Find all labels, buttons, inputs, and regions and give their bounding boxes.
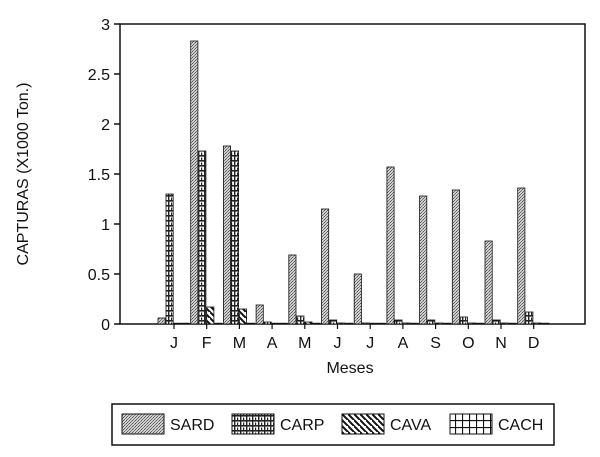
legend-label-sard: SARD	[170, 417, 214, 434]
x-tick-label: M	[298, 335, 311, 352]
y-tick-label: 2	[101, 117, 110, 134]
bar-sard	[190, 40, 199, 325]
bar-cava	[337, 322, 346, 325]
bar-cach	[475, 322, 484, 325]
bar-cach	[443, 322, 452, 325]
bar-cach	[541, 322, 550, 325]
bar-cava	[271, 322, 280, 325]
bar-carp	[459, 316, 468, 325]
bar-sard	[353, 273, 362, 325]
plot-area-frame	[119, 23, 586, 325]
bar-cava	[402, 322, 411, 325]
bar-sard	[451, 189, 460, 325]
y-tick-label: 0.5	[88, 267, 110, 284]
bar-cach	[279, 322, 288, 325]
x-tick-label: A	[398, 335, 409, 352]
legend-label-cava: CAVA	[390, 417, 432, 434]
bar-carp	[329, 319, 338, 325]
x-tick-label: M	[233, 335, 246, 352]
x-tick-label: N	[495, 335, 507, 352]
y-tick-label: 2.5	[88, 67, 110, 84]
bar-carp	[492, 319, 501, 325]
bar-carp	[296, 315, 305, 325]
y-axis-title: CAPTURAS (X1000 Ton.)	[15, 83, 32, 266]
bar-cach	[181, 322, 190, 325]
bar-sard	[484, 240, 493, 325]
bar-sard	[288, 254, 297, 325]
bar-cava	[304, 321, 313, 325]
legend-label-cach: CACH	[498, 417, 543, 434]
x-tick-label: A	[267, 335, 278, 352]
bar-cava	[238, 308, 247, 325]
bar-cava	[500, 322, 509, 325]
bar-sard	[321, 208, 330, 325]
bar-cava	[435, 322, 444, 325]
bar-carp	[263, 321, 272, 325]
bar-sard	[386, 166, 395, 325]
bar-cava	[369, 322, 378, 325]
x-tick-label: J	[170, 335, 178, 352]
bar-carp	[165, 193, 174, 325]
bar-cach	[377, 322, 386, 325]
bar-cach	[345, 322, 354, 325]
bar-sard	[222, 145, 231, 325]
bar-sard	[157, 317, 166, 325]
bar-carp	[230, 150, 239, 325]
x-tick-label: J	[334, 335, 342, 352]
bar-carp	[361, 322, 370, 325]
x-tick-label: F	[202, 335, 212, 352]
x-tick-label: S	[430, 335, 441, 352]
legend: SARD CARP CAVA CACH	[111, 403, 555, 446]
y-tick-label: 1	[101, 217, 110, 234]
y-tick-label: 3	[101, 17, 110, 34]
bar-carp	[427, 319, 436, 325]
bar-carp	[394, 319, 403, 325]
legend-swatch-carp	[231, 413, 275, 435]
bar-sard	[419, 195, 428, 325]
bar-carp	[198, 150, 207, 325]
x-tick-label: J	[366, 335, 374, 352]
bar-cava	[173, 322, 182, 325]
bar-cava	[467, 322, 476, 325]
x-tick-label: O	[462, 335, 474, 352]
bar-cava	[206, 306, 215, 325]
y-tick-label: 0	[101, 317, 110, 334]
y-tick-label: 1.5	[88, 167, 110, 184]
bar-sard	[517, 187, 526, 325]
bar-cach	[246, 322, 255, 325]
bar-cach	[312, 322, 321, 325]
legend-swatch-cach	[449, 413, 493, 435]
legend-swatch-cava	[341, 413, 385, 435]
legend-swatch-sard	[121, 413, 165, 435]
bar-cach	[508, 322, 517, 325]
x-tick-label: D	[528, 335, 540, 352]
bar-cach	[410, 322, 419, 325]
legend-label-carp: CARP	[280, 417, 324, 434]
bar-sard	[255, 304, 264, 325]
bar-carp	[525, 311, 534, 325]
bar-cach	[214, 322, 223, 325]
x-axis-title: Meses	[326, 360, 373, 377]
bar-cava	[533, 322, 542, 325]
